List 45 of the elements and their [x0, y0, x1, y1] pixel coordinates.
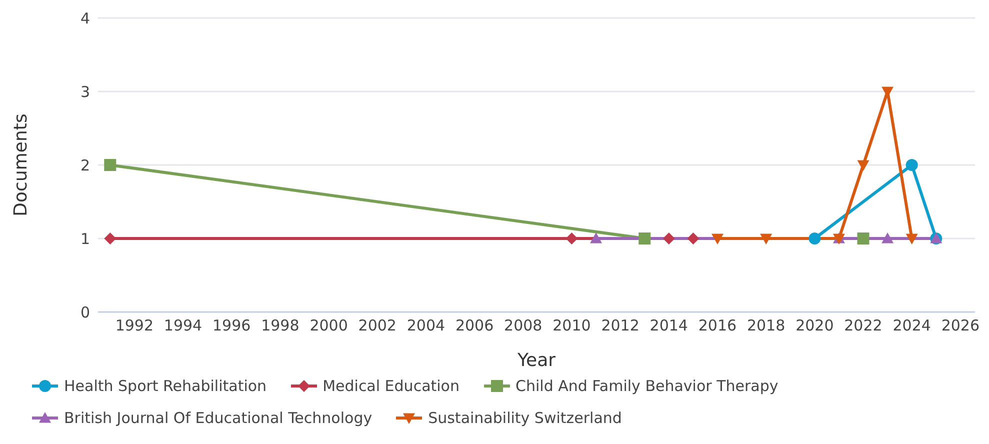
point — [104, 232, 116, 244]
y-tick-label: 1 — [80, 230, 90, 248]
x-tick-label: 1994 — [164, 316, 202, 335]
y-tick-label: 0 — [80, 303, 90, 322]
point — [566, 232, 578, 244]
point — [808, 232, 821, 244]
legend-label: Child And Family Behavior Therapy — [516, 377, 778, 395]
legend-label: Medical Education — [322, 377, 460, 395]
x-tick-label: 2022 — [844, 316, 882, 335]
point — [662, 232, 675, 244]
y-tick-label: 2 — [80, 156, 90, 174]
legend-label: Health Sport Rehabilitation — [64, 377, 267, 395]
x-tick-label: 2018 — [746, 316, 786, 335]
x-tick-label: 2008 — [504, 316, 542, 335]
x-tick-label: 2014 — [650, 316, 688, 335]
x-tick-label: 1992 — [115, 316, 154, 335]
x-tick-label: 2024 — [892, 316, 931, 335]
y-tick-label: 3 — [80, 82, 90, 101]
point — [104, 159, 116, 171]
x-tick-label: 2012 — [601, 316, 640, 335]
x-tick-label: 2026 — [941, 316, 980, 335]
x-tick-label: 1998 — [261, 316, 300, 335]
x-tick-label: 2020 — [796, 316, 834, 335]
x-tick-label: 2006 — [455, 316, 494, 335]
x-tick-label: 2000 — [310, 316, 348, 335]
x-tick-label: 2016 — [698, 316, 737, 335]
x-tick-label: 2010 — [552, 316, 591, 335]
x-tick-label: 1996 — [212, 316, 251, 335]
x-axis-title: Year — [516, 350, 556, 371]
point — [857, 232, 870, 244]
y-tick-label: 4 — [80, 9, 90, 28]
point — [906, 159, 918, 171]
point — [760, 234, 772, 244]
point — [906, 234, 918, 244]
y-axis-title: Documents — [10, 114, 32, 216]
x-tick-label: 2004 — [406, 316, 446, 335]
point — [687, 232, 700, 244]
legend-label: British Journal Of Educational Technology — [64, 409, 372, 427]
x-tick-label: 2002 — [358, 316, 396, 335]
legend-label: Sustainability Switzerland — [428, 409, 622, 427]
point — [590, 232, 602, 244]
point — [882, 232, 894, 244]
point — [857, 160, 870, 171]
point — [711, 234, 724, 244]
point — [638, 232, 651, 244]
